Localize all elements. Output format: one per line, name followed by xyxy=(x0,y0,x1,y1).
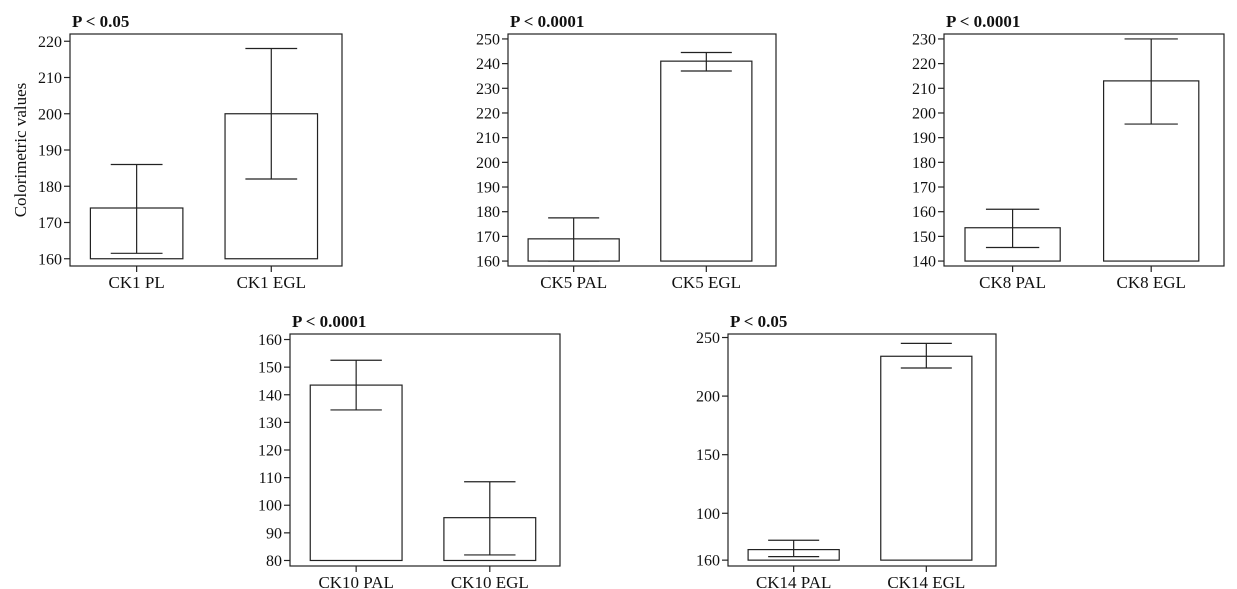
plot-frame xyxy=(727,333,997,567)
y-tick-label: 150 xyxy=(696,447,720,464)
y-tick-label: 130 xyxy=(258,415,282,432)
y-tick-label: 200 xyxy=(476,155,500,172)
y-tick-label: 160 xyxy=(912,204,936,221)
plot-frame xyxy=(943,33,1225,267)
category-label: CK10 EGL xyxy=(451,573,529,589)
y-tick-label: 160 xyxy=(476,254,500,271)
y-tick-label: 180 xyxy=(476,204,500,221)
p-value-label: P < 0.0001 xyxy=(292,312,366,331)
chart-panel-1: P < 0.05 160 170 180 190 200 210 220 Colorimetri… xyxy=(11,12,343,292)
y-tick-label: 140 xyxy=(258,387,282,404)
category-label: CK1 EGL xyxy=(237,273,306,292)
y-tick-label: 120 xyxy=(258,443,282,460)
p-value-label: P < 0.0001 xyxy=(510,12,584,31)
bar-2 xyxy=(660,60,753,262)
y-tick-label: 170 xyxy=(476,229,500,246)
y-tick-label: 250 xyxy=(696,330,720,347)
y-tick-label: 210 xyxy=(476,130,500,147)
y-tick-label: 220 xyxy=(912,56,936,73)
p-value-label: P < 0.05 xyxy=(730,312,787,331)
y-tick-label: 150 xyxy=(258,360,282,377)
y-tick-label: 210 xyxy=(38,70,62,87)
y-tick-label: 160 xyxy=(258,332,282,349)
chart-panel-2: P < 0.0001 160 170 180 190 200 210 220 230 240 250… xyxy=(476,12,777,292)
y-tick-label: 210 xyxy=(912,81,936,98)
y-tick-label: 140 xyxy=(912,254,936,271)
y-tick-label: 220 xyxy=(38,34,62,51)
chart-panel-5: P < 0.05 160 100 150 200 250 CK14 PAL CK14 EGL xyxy=(696,312,997,589)
y-tick-label: 200 xyxy=(38,106,62,123)
y-tick-label: 170 xyxy=(38,215,62,232)
p-value-label: P < 0.05 xyxy=(72,12,129,31)
category-label: CK5 PAL xyxy=(540,273,607,292)
category-label: CK8 EGL xyxy=(1116,273,1185,292)
y-tick-label: 190 xyxy=(912,130,936,147)
y-tick-label: 180 xyxy=(38,179,62,196)
y-tick-label: 250 xyxy=(476,31,500,48)
category-label: CK1 PL xyxy=(109,273,165,292)
y-tick-label: 90 xyxy=(266,525,282,542)
y-tick-label: 220 xyxy=(476,105,500,122)
y-tick-label: 160 xyxy=(38,251,62,268)
y-tick-label: 100 xyxy=(258,498,282,515)
plot-frame xyxy=(507,33,777,267)
y-tick-label: 190 xyxy=(476,180,500,197)
y-tick-label: 170 xyxy=(912,180,936,197)
y-tick-label: 150 xyxy=(912,229,936,246)
y-tick-label: 100 xyxy=(696,506,720,523)
y-tick-label: 240 xyxy=(476,56,500,73)
category-label: CK14 PAL xyxy=(756,573,831,589)
p-value-label: P < 0.0001 xyxy=(946,12,1020,31)
y-tick-label: 200 xyxy=(696,389,720,406)
y-tick-label: 110 xyxy=(259,470,282,487)
y-tick-label: 80 xyxy=(266,553,282,570)
category-label: CK5 EGL xyxy=(672,273,741,292)
y-tick-label: 180 xyxy=(912,155,936,172)
category-label: CK10 PAL xyxy=(318,573,393,589)
chart-panel-4: P < 0.0001 80 90 100 110 120 130 140 150 160 CK10 … xyxy=(258,312,561,589)
y-axis-label: Colorimetric values xyxy=(11,83,30,218)
y-tick-label: 160 xyxy=(696,553,720,570)
y-tick-label: 190 xyxy=(38,143,62,160)
category-label: CK14 EGL xyxy=(887,573,965,589)
bar-1 xyxy=(309,384,403,562)
bar-2 xyxy=(880,355,973,561)
y-tick-label: 200 xyxy=(912,105,936,122)
y-tick-label: 230 xyxy=(912,31,936,48)
chart-panel-3: P < 0.0001 140 150 160 170 180 190 200 210 220 230… xyxy=(912,12,1225,292)
y-tick-label: 230 xyxy=(476,81,500,98)
category-label: CK8 PAL xyxy=(979,273,1046,292)
